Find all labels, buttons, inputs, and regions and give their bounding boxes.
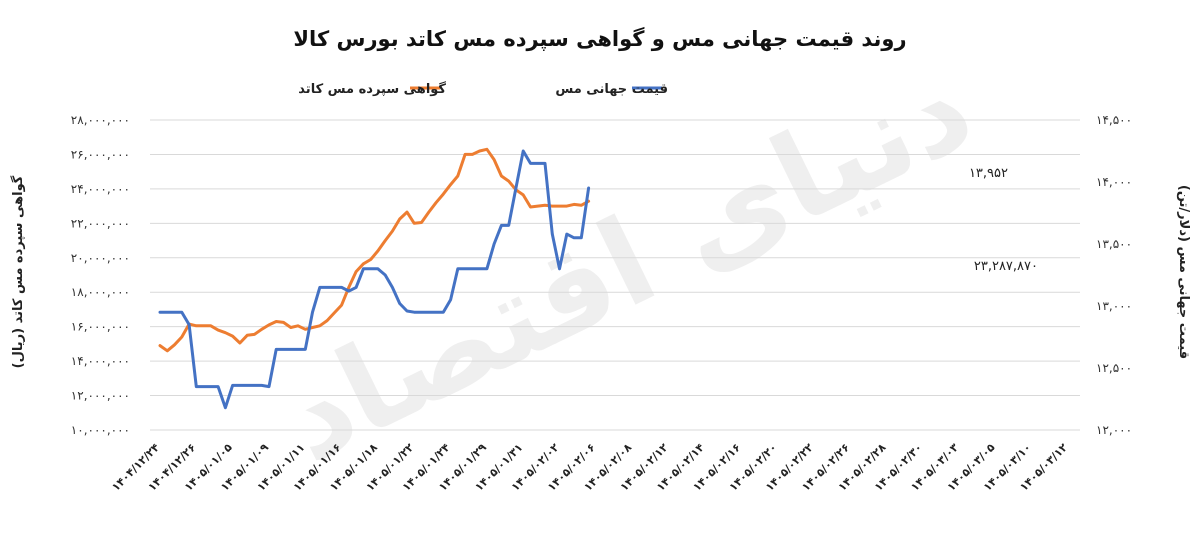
- y-left-tick-label: ۲۰,۰۰۰,۰۰۰: [71, 251, 130, 265]
- y-left-tick-label: ۲۸,۰۰۰,۰۰۰: [71, 113, 130, 127]
- legend-label-global: قیمت جهانی مس: [555, 82, 668, 97]
- y-right-ticks: ۱۲,۰۰۰ ۱۲,۵۰۰ ۱۳,۰۰۰ ۱۳,۵۰۰ ۱۴,۰۰۰ ۱۴,۵۰۰: [1096, 113, 1132, 437]
- annotation-cathode-last-value: ۲۳,۲۸۷,۸۷۰: [974, 259, 1038, 274]
- grid: [150, 119, 1080, 431]
- y-left-axis-label: گواهی سپرده مس کاتد (ریال): [10, 175, 26, 368]
- watermark: دنیای اقتصاد: [262, 38, 993, 490]
- y-left-tick-label: ۲۴,۰۰۰,۰۰۰: [71, 182, 130, 196]
- y-left-tick-label: ۱۴,۰۰۰,۰۰۰: [71, 354, 130, 368]
- y-left-tick-label: ۱۲,۰۰۰,۰۰۰: [71, 389, 130, 403]
- y-right-tick-label: ۱۲,۵۰۰: [1096, 361, 1132, 375]
- y-left-ticks: ۱۰,۰۰۰,۰۰۰ ۱۲,۰۰۰,۰۰۰ ۱۴,۰۰۰,۰۰۰ ۱۶,۰۰۰,۰۰۰…: [71, 113, 130, 437]
- annotation-global-last-value: ۱۳,۹۵۲: [969, 166, 1008, 181]
- annotations: ۱۳,۹۵۲ ۲۳,۲۸۷,۸۷۰: [969, 166, 1038, 274]
- legend-label-cathode: گواهی سپرده مس کاتد: [298, 81, 446, 97]
- y-left-tick-label: ۱۰,۰۰۰,۰۰۰: [71, 423, 130, 437]
- y-right-tick-label: ۱۴,۵۰۰: [1096, 113, 1132, 127]
- chart-title: روند قیمت جهانی مس و گواهی سپرده مس کاتد…: [293, 26, 906, 51]
- legend: گواهی سپرده مس کاتد قیمت جهانی مس: [298, 81, 668, 97]
- y-left-tick-label: ۲۲,۰۰۰,۰۰۰: [71, 216, 130, 230]
- y-left-tick-label: ۲۶,۰۰۰,۰۰۰: [71, 147, 130, 161]
- y-right-tick-label: ۱۲,۰۰۰: [1096, 423, 1132, 437]
- y-right-tick-label: ۱۳,۰۰۰: [1096, 299, 1132, 313]
- y-left-tick-label: ۱۶,۰۰۰,۰۰۰: [71, 320, 130, 334]
- series-layer: [158, 147, 591, 410]
- y-left-tick-label: ۱۸,۰۰۰,۰۰۰: [71, 285, 130, 299]
- x-ticks: ۱۴۰۴/۱۲/۲۴۱۴۰۴/۱۲/۲۶۱۴۰۵/۰۱/۰۵۱۴۰۵/۰۱/۰۹…: [109, 441, 1070, 494]
- series-line-global-copper: [158, 149, 591, 410]
- series-line-cathode-certificate: [158, 147, 591, 353]
- y-right-tick-label: ۱۳,۵۰۰: [1096, 237, 1132, 251]
- y-right-axis-label: قیمت جهانی مس (دلار/تن): [1176, 185, 1191, 359]
- y-right-tick-label: ۱۴,۰۰۰: [1096, 175, 1132, 189]
